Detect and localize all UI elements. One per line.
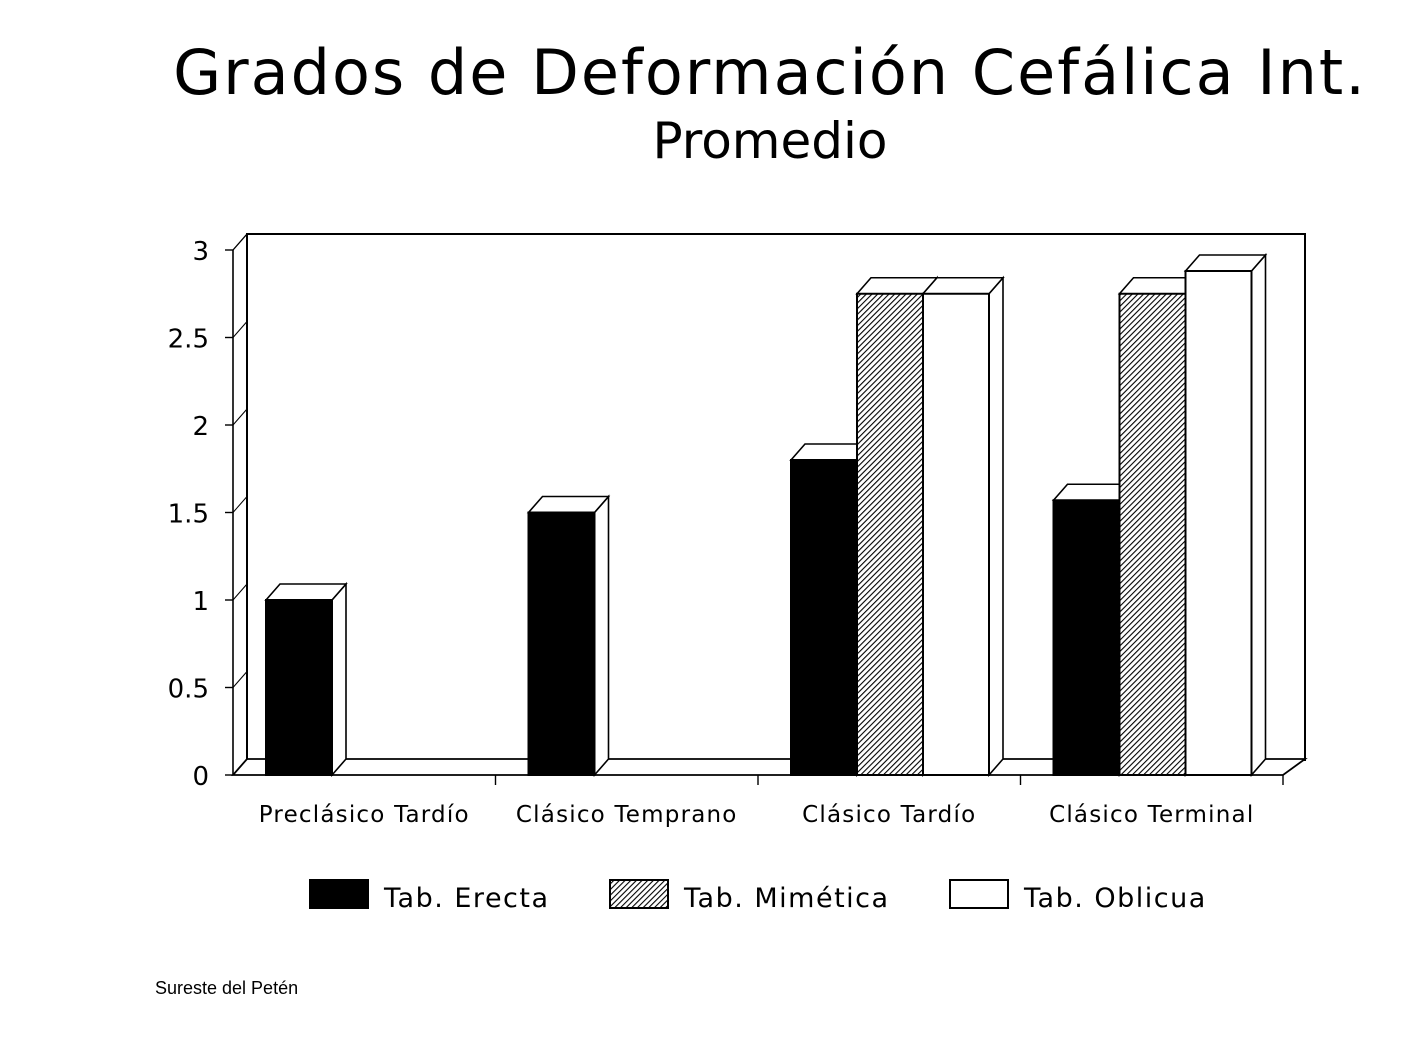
bar-side bbox=[1250, 252, 1267, 778]
bar bbox=[922, 292, 990, 776]
footnote: Sureste del Petén bbox=[155, 978, 299, 998]
x-axis-labels: Preclásico Tardío Clásico Temprano Clásico… bbox=[259, 775, 1284, 828]
x-tick-label: Clásico Terminal bbox=[1049, 802, 1254, 828]
legend-swatch bbox=[949, 879, 1009, 909]
y-tick-depth bbox=[232, 758, 248, 776]
y-tick-label: 1 bbox=[192, 587, 209, 617]
bar-top bbox=[526, 495, 611, 514]
y-tick-depth bbox=[232, 408, 248, 426]
bar-side bbox=[331, 581, 347, 778]
bar bbox=[265, 599, 333, 776]
y-tick-depth bbox=[232, 496, 248, 513]
y-tick-label: 0.5 bbox=[168, 675, 209, 705]
bar bbox=[1184, 270, 1253, 776]
bar-top bbox=[264, 583, 348, 601]
y-tick-label: 1.5 bbox=[168, 500, 209, 530]
bar bbox=[856, 292, 924, 776]
y-tick-label: 0 bbox=[192, 762, 209, 792]
legend-swatch bbox=[609, 879, 669, 909]
bars bbox=[264, 252, 1268, 778]
y-tick-label: 2.5 bbox=[168, 325, 209, 355]
bar-top bbox=[921, 276, 1005, 295]
y-tick-depth bbox=[232, 671, 248, 688]
y-tick-depth bbox=[232, 583, 248, 601]
bar bbox=[790, 459, 858, 776]
y-tick-depth bbox=[232, 321, 248, 338]
legend-label: Tab. Mimética bbox=[683, 883, 890, 914]
x-tick-label: Clásico Temprano bbox=[516, 802, 738, 828]
bar-side bbox=[593, 494, 610, 778]
bar bbox=[1118, 292, 1187, 776]
x-tick-label: Preclásico Tardío bbox=[259, 802, 470, 828]
x-tick-label: Clásico Tardío bbox=[802, 802, 976, 828]
y-tick-depth bbox=[232, 233, 248, 251]
legend-swatch bbox=[309, 879, 369, 909]
bar bbox=[1052, 499, 1121, 776]
bar bbox=[527, 511, 596, 776]
chart-title: Grados de Deformación Cefálica Int. bbox=[173, 36, 1367, 109]
legend: Tab. Erecta Tab. Mimética Tab. Oblicua bbox=[309, 879, 1207, 914]
legend-label: Tab. Erecta bbox=[383, 883, 550, 914]
bar-side bbox=[988, 275, 1004, 778]
y-axis: 0 0.5 1 1.5 2 2.5 3 bbox=[168, 233, 248, 792]
y-tick-label: 2 bbox=[192, 412, 209, 442]
bar-top bbox=[1183, 254, 1268, 272]
y-tick-label: 3 bbox=[192, 237, 209, 267]
legend-label: Tab. Oblicua bbox=[1023, 883, 1207, 914]
chart-subtitle: Promedio bbox=[652, 112, 888, 170]
